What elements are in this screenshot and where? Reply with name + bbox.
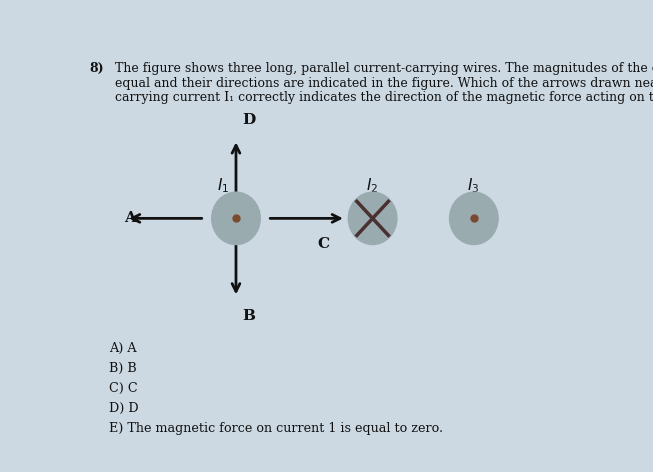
Text: carrying current I₁ correctly indicates the direction of the magnetic force acti: carrying current I₁ correctly indicates … (114, 91, 653, 104)
Text: C: C (317, 237, 329, 251)
Text: The figure shows three long, parallel current-carrying wires. The magnitudes of : The figure shows three long, parallel cu… (114, 62, 653, 75)
Text: 8): 8) (89, 62, 104, 75)
Ellipse shape (348, 192, 397, 244)
Ellipse shape (212, 192, 261, 244)
Text: A) A
B) B
C) C
D) D
E) The magnetic force on current 1 is equal to zero.: A) A B) B C) C D) D E) The magnetic forc… (110, 342, 443, 435)
Ellipse shape (449, 192, 498, 244)
Text: $I_2$: $I_2$ (366, 176, 378, 194)
Text: $I_1$: $I_1$ (217, 176, 229, 194)
Text: D: D (242, 113, 256, 127)
Text: $I_3$: $I_3$ (468, 176, 479, 194)
Text: B: B (242, 310, 255, 323)
Text: A: A (124, 211, 136, 225)
Text: equal and their directions are indicated in the figure. Which of the arrows draw: equal and their directions are indicated… (114, 76, 653, 90)
